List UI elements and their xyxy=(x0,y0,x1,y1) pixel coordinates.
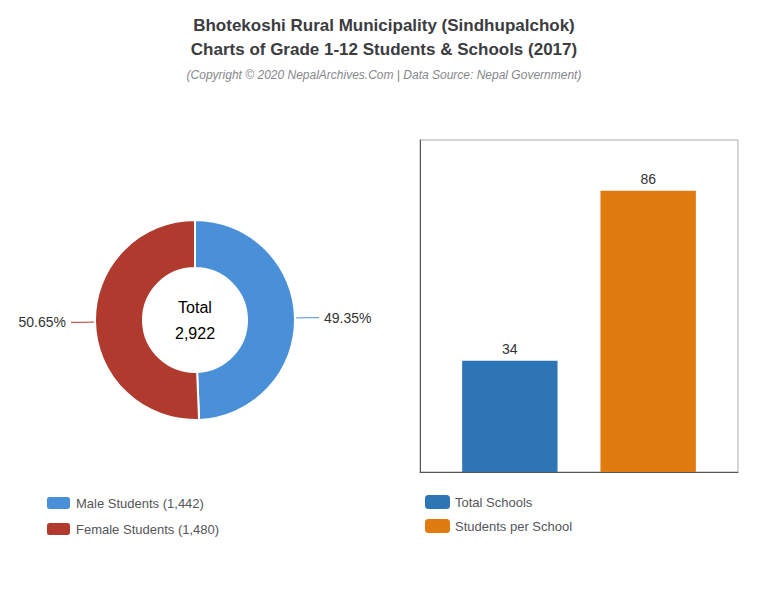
svg-text:34: 34 xyxy=(502,341,518,357)
svg-text:86: 86 xyxy=(640,171,656,187)
svg-text:49.35%: 49.35% xyxy=(324,310,371,326)
svg-text:Bhotekoshi Rural Municipality: Bhotekoshi Rural Municipality (Sindhupal… xyxy=(193,16,575,35)
svg-text:50.65%: 50.65% xyxy=(19,314,66,330)
svg-text:Male Students (1,442): Male Students (1,442) xyxy=(76,496,204,511)
svg-text:Total Schools: Total Schools xyxy=(455,495,533,510)
svg-text:Female Students (1,480): Female Students (1,480) xyxy=(76,522,219,537)
svg-text:(Copyright © 2020 NepalArchive: (Copyright © 2020 NepalArchives.Com | Da… xyxy=(187,68,582,82)
svg-text:Students per School: Students per School xyxy=(455,519,572,534)
svg-text:Charts of Grade 1-12 Students: Charts of Grade 1-12 Students & Schools … xyxy=(191,40,577,59)
svg-text:Total: Total xyxy=(178,299,212,316)
svg-text:2,922: 2,922 xyxy=(175,325,215,342)
